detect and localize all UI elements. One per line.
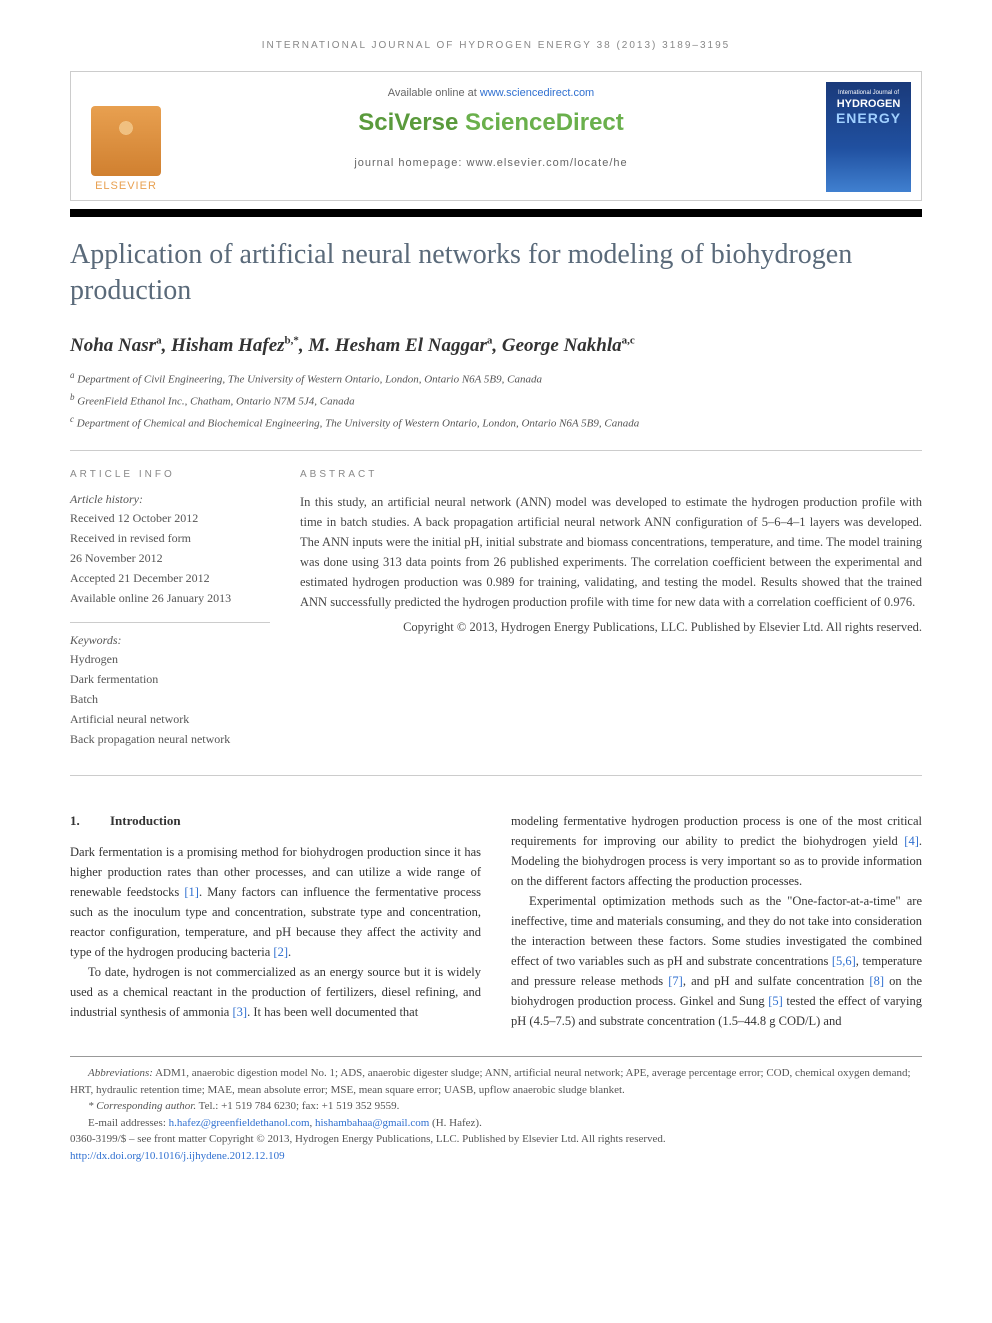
revised-line1: Received in revised form (70, 529, 270, 547)
sciverse-logo: SciVerse ScienceDirect (181, 109, 801, 137)
paragraph: modeling fermentative hydrogen productio… (511, 811, 922, 891)
ref-link[interactable]: [4] (904, 834, 919, 848)
elsevier-label: ELSEVIER (95, 180, 157, 192)
ref-link[interactable]: [5,6] (832, 954, 856, 968)
cover-line3: ENERGY (836, 110, 901, 126)
author-2: Hisham Hafezb,* (171, 335, 299, 356)
journal-header: ELSEVIER International Journal of HYDROG… (70, 71, 922, 201)
affiliation-b: b GreenField Ethanol Inc., Chatham, Onta… (70, 391, 922, 410)
running-head: INTERNATIONAL JOURNAL OF HYDROGEN ENERGY… (70, 40, 922, 51)
cover-line2: HYDROGEN (837, 98, 901, 110)
right-column: modeling fermentative hydrogen productio… (511, 811, 922, 1031)
journal-homepage: journal homepage: www.elsevier.com/locat… (181, 157, 801, 169)
keyword: Back propagation neural network (70, 730, 270, 748)
ref-link[interactable]: [7] (668, 974, 683, 988)
doi-link[interactable]: http://dx.doi.org/10.1016/j.ijhydene.201… (70, 1150, 285, 1162)
doi-footnote: http://dx.doi.org/10.1016/j.ijhydene.201… (70, 1148, 922, 1165)
ref-link[interactable]: [2] (273, 945, 288, 959)
body-columns: 1.Introduction Dark fermentation is a pr… (70, 811, 922, 1031)
keyword: Artificial neural network (70, 710, 270, 728)
abstract-heading: ABSTRACT (300, 469, 922, 480)
elsevier-tree-icon (91, 106, 161, 176)
separator-bar (70, 209, 922, 217)
keywords-label: Keywords: (70, 633, 270, 648)
keyword: Batch (70, 690, 270, 708)
email-footnote: E-mail addresses: h.hafez@greenfieldetha… (70, 1115, 922, 1132)
author-1: Noha Nasra (70, 335, 162, 356)
keyword: Dark fermentation (70, 670, 270, 688)
affiliation-c: c Department of Chemical and Biochemical… (70, 413, 922, 432)
ref-link[interactable]: [1] (184, 885, 199, 899)
elsevier-logo: ELSEVIER (81, 82, 171, 192)
footer-divider (70, 1056, 922, 1057)
accepted-date: Accepted 21 December 2012 (70, 569, 270, 587)
author-4: George Nakhlaa,c (502, 335, 635, 356)
article-info-heading: ARTICLE INFO (70, 469, 270, 480)
paragraph: Experimental optimization methods such a… (511, 891, 922, 1031)
section-heading-1: 1.Introduction (70, 811, 481, 832)
received-date: Received 12 October 2012 (70, 509, 270, 527)
history-label: Article history: (70, 492, 270, 507)
affiliation-a: a Department of Civil Engineering, The U… (70, 369, 922, 388)
keywords-block: Keywords: Hydrogen Dark fermentation Bat… (70, 622, 270, 748)
left-column: 1.Introduction Dark fermentation is a pr… (70, 811, 481, 1031)
ref-link[interactable]: [5] (768, 994, 783, 1008)
copyright-footnote: 0360-3199/$ – see front matter Copyright… (70, 1131, 922, 1148)
authors-line: Noha Nasra, Hisham Hafezb,*, M. Hesham E… (70, 335, 922, 357)
email-link[interactable]: hishambahaa@gmail.com (315, 1117, 429, 1129)
author-3: M. Hesham El Naggara (308, 335, 492, 356)
abbreviations-footnote: Abbreviations: ADM1, anaerobic digestion… (70, 1065, 922, 1098)
divider (70, 775, 922, 776)
revised-line2: 26 November 2012 (70, 549, 270, 567)
abstract-column: ABSTRACT In this study, an artificial ne… (300, 469, 922, 750)
abstract-copyright: Copyright © 2013, Hydrogen Energy Public… (300, 618, 922, 637)
cover-line1: International Journal of (838, 90, 899, 96)
paragraph: To date, hydrogen is not commercialized … (70, 962, 481, 1022)
paragraph: Dark fermentation is a promising method … (70, 842, 481, 962)
ref-link[interactable]: [8] (869, 974, 884, 988)
email-link[interactable]: h.hafez@greenfieldethanol.com (169, 1117, 310, 1129)
online-date: Available online 26 January 2013 (70, 589, 270, 607)
abstract-text: In this study, an artificial neural netw… (300, 492, 922, 612)
article-info-column: ARTICLE INFO Article history: Received 1… (70, 469, 270, 750)
journal-cover-thumbnail: International Journal of HYDROGEN ENERGY (826, 82, 911, 192)
corresponding-author-footnote: * Corresponding author. Tel.: +1 519 784… (70, 1098, 922, 1115)
sciencedirect-link[interactable]: www.sciencedirect.com (480, 87, 594, 99)
available-online-text: Available online at www.sciencedirect.co… (181, 87, 801, 99)
keyword: Hydrogen (70, 650, 270, 668)
ref-link[interactable]: [3] (232, 1005, 247, 1019)
article-title: Application of artificial neural network… (70, 237, 922, 310)
info-abstract-row: ARTICLE INFO Article history: Received 1… (70, 469, 922, 750)
divider (70, 450, 922, 451)
